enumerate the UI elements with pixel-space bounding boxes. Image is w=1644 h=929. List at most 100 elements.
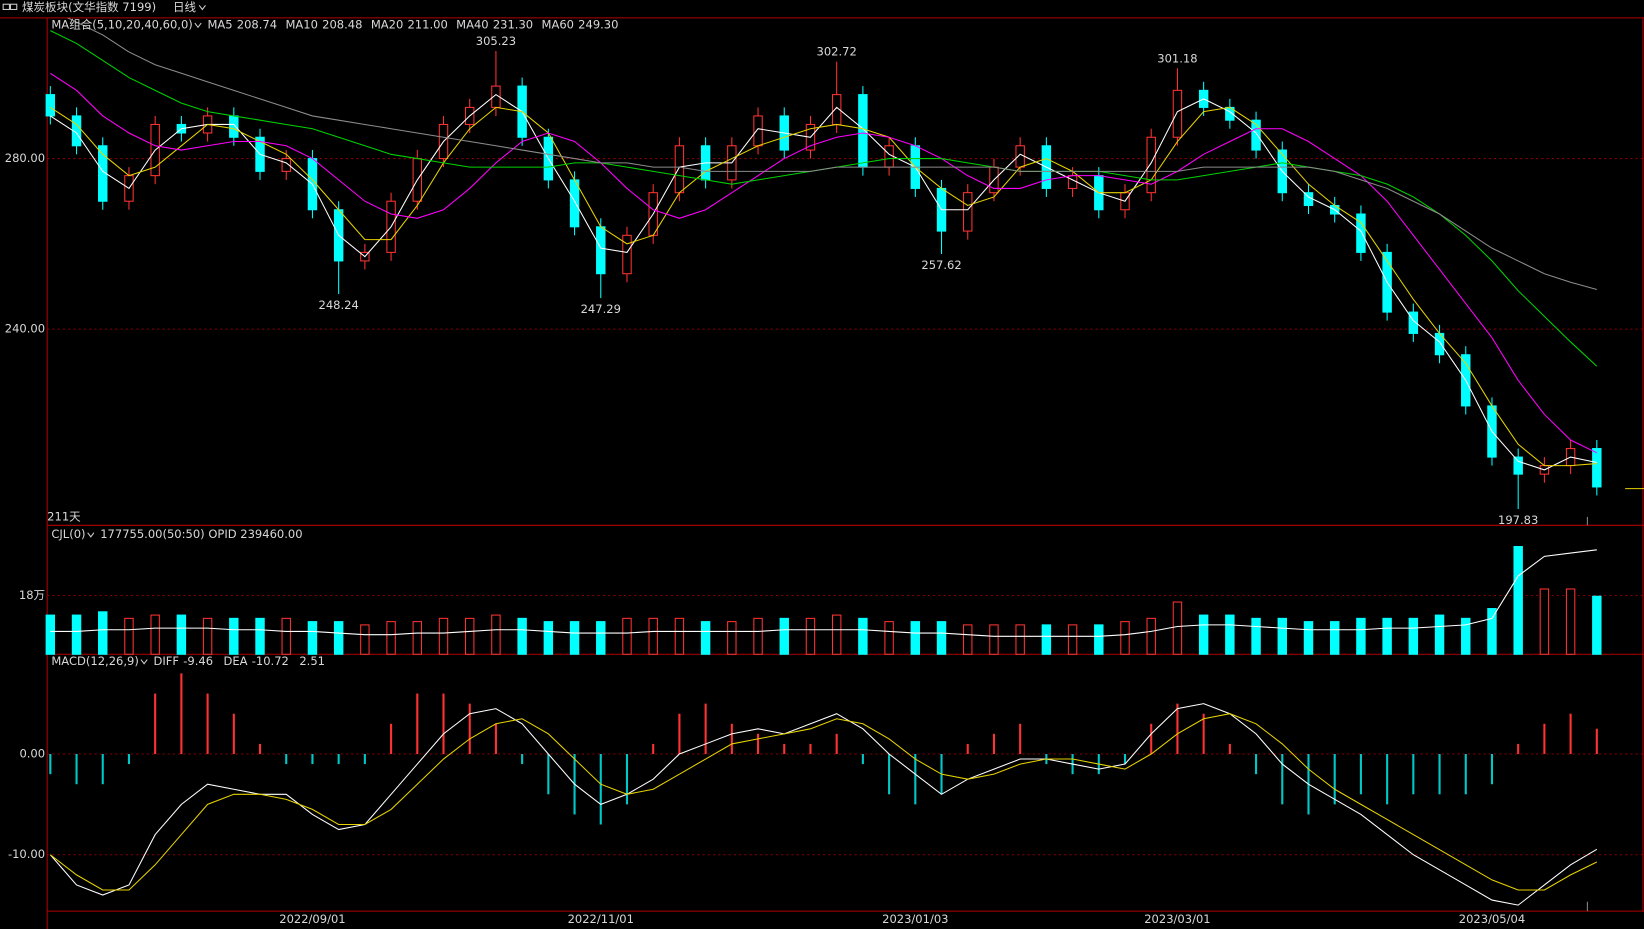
volume-bar [1487,608,1497,655]
volume-bar [202,617,213,655]
volume-bar [700,621,711,655]
volume-bar [464,617,475,655]
volume-bar [727,621,737,655]
dropdown-icon[interactable] [87,532,95,538]
volume-bar [1067,624,1078,655]
volume-bar [150,614,160,655]
candle-body [229,115,239,138]
volume-bar [307,621,318,655]
candle-body [622,234,632,275]
candle-body [963,192,973,232]
volume-bar [98,611,108,655]
volume-bar [569,621,580,655]
volume-bar [858,617,868,655]
legend-name: DEA [224,654,248,668]
volume-bar [1408,617,1419,655]
legend-value: 208.74 [237,18,277,32]
volume-bar [255,617,265,655]
legend-name: MA10 [285,18,317,32]
volume-bar [1225,614,1235,655]
x-tick-label: 2023/05/04 [1459,912,1525,926]
candle-body [1592,448,1602,488]
ma-line [50,72,1598,454]
volume-bar [1539,588,1550,655]
candle-body [674,145,685,194]
volume-bar [491,614,501,655]
volume-bar [753,617,763,655]
low-label: 247.29 [581,302,621,316]
volume-bar [386,621,396,655]
icon-part [2,3,10,10]
volume-bar [1565,588,1576,655]
volume-bar [1329,621,1340,655]
volume-bar [1120,621,1130,655]
ma-line [50,30,1598,367]
low-label: 248.24 [319,298,359,312]
candle-body [1408,311,1419,334]
volume-bar [281,617,291,655]
volume-bar [1198,614,1209,655]
volume-bar [360,624,370,655]
icon-part [9,3,18,10]
volume-bar [674,617,685,655]
x-tick-label: 2023/01/03 [882,912,948,926]
indicator-label: MACD(12,26,9) [51,654,138,668]
candle-body [858,94,868,168]
indicator-label: MA组合(5,10,20,40,60,0) [51,18,192,32]
volume-bar [648,617,658,655]
legend-value: 2.51 [299,654,325,668]
volume-bar [1434,614,1445,655]
volume-bar [622,617,632,655]
volume-bar [831,614,842,655]
volume-info: 177755.00(50:50) OPID 239460.00 [100,527,302,541]
legend-value: 249.30 [578,18,618,32]
volume-bar [1041,624,1052,655]
volume-bar [1172,601,1183,655]
candle-body [1146,136,1156,194]
y-tick-label: 280.00 [5,151,45,165]
instrument-title: 煤炭板块(文华指数 7199) [22,0,156,14]
candle-body [753,115,763,147]
period-selector[interactable]: 日线 [173,0,197,14]
volume-bar [805,617,816,655]
low-label: 197.83 [1498,513,1538,527]
dropdown-icon[interactable] [140,659,148,665]
dropdown-icon[interactable] [194,22,202,29]
dropdown-icon[interactable] [198,4,206,11]
volume-bar [1277,617,1287,655]
volume-bar [333,621,344,655]
volume-average-line [50,549,1597,637]
candle-body [569,179,580,228]
volume-bar [884,621,894,655]
ma-line [50,93,1597,471]
legend-value: 231.30 [493,18,533,32]
volume-bar [989,624,999,655]
volume-bar [412,621,423,655]
legend-value: -9.46 [183,654,213,668]
indicator-label: CJL(0) [51,527,85,541]
volume-bar [1303,621,1314,655]
volume-bar [438,617,449,655]
volume-bar [596,621,606,655]
volume-bar [176,614,187,655]
ma-line [50,106,1597,467]
volume-bar [1461,617,1471,655]
x-tick-label: 2023/03/01 [1144,912,1210,926]
volume-bar [229,617,239,655]
candle-body [1251,119,1261,151]
high-label: 301.18 [1157,51,1197,65]
high-label: 305.23 [476,34,516,48]
y-tick-label: 240.00 [5,322,45,336]
legend-value: -10.72 [252,654,289,668]
toolbar-icon[interactable] [2,3,18,10]
candle-body [596,226,606,275]
candle-body [1015,145,1025,168]
volume-bar [124,617,134,655]
y-tick-label: 18万 [19,588,45,602]
y-tick-label: -10.00 [8,847,45,861]
legend-value: 208.48 [322,18,362,32]
ma-line [66,17,1597,290]
x-tick-label: 2022/11/01 [568,912,634,926]
candle-body [884,145,894,168]
